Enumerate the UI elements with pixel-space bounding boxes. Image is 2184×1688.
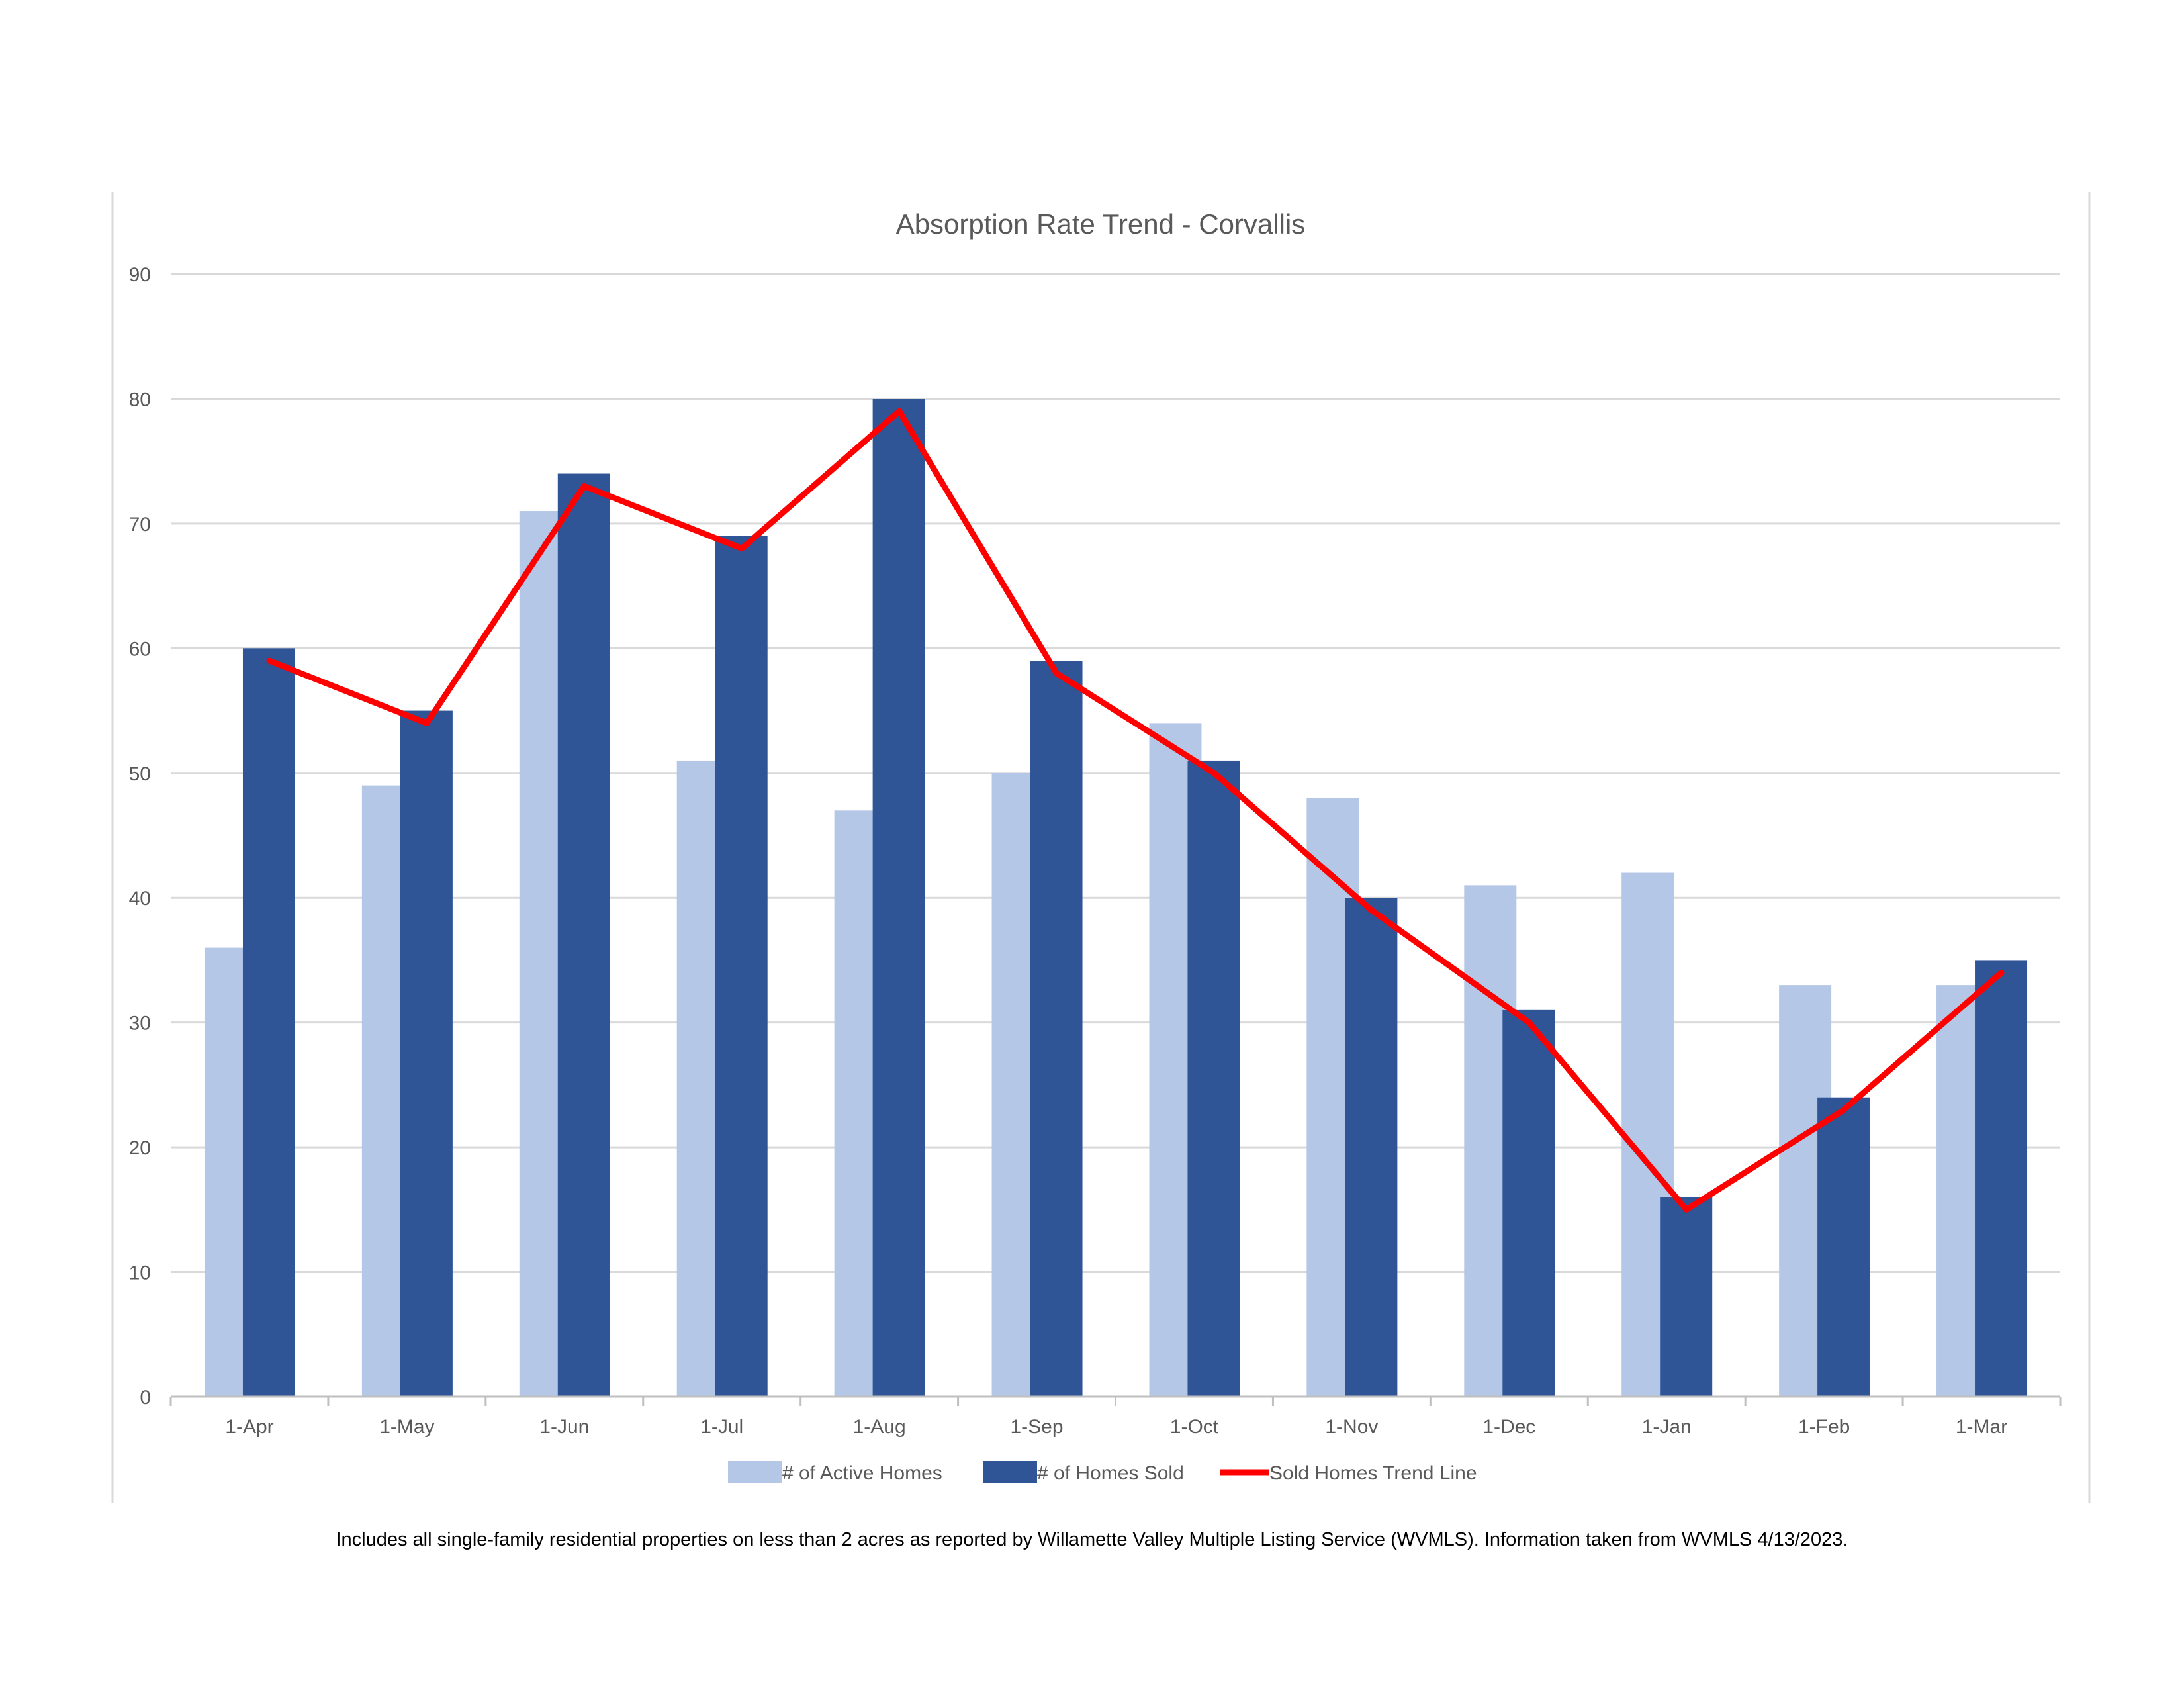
legend-label: # of Homes Sold bbox=[1037, 1462, 1184, 1484]
x-axis-ticks: 1-Apr 1-May 1-Jun 1-Jul 1-Aug 1-Sep 1-Oct 1-Nov… bbox=[225, 1416, 2007, 1438]
bar-homes-sold bbox=[1030, 661, 1083, 1397]
trend-line-layer bbox=[266, 408, 2005, 1213]
gridlines bbox=[171, 273, 2060, 1274]
x-tick-label: 1-Jul bbox=[700, 1416, 743, 1438]
bar-homes-sold bbox=[872, 399, 925, 1397]
legend-item: Sold Homes Trend Line bbox=[1220, 1462, 1477, 1484]
y-tick-label: 70 bbox=[129, 514, 151, 536]
y-tick-label: 20 bbox=[129, 1137, 151, 1159]
x-tick-label: 1-Dec bbox=[1482, 1416, 1535, 1438]
bar-homes-sold bbox=[1660, 1197, 1713, 1397]
x-tick-label: 1-Nov bbox=[1325, 1416, 1378, 1438]
bar-homes-sold bbox=[1345, 898, 1398, 1397]
y-tick-label: 50 bbox=[129, 763, 151, 785]
legend-swatch bbox=[728, 1461, 782, 1483]
y-tick-label: 10 bbox=[129, 1262, 151, 1284]
legend: # of Active Homes # of Homes Sold Sold Hom… bbox=[728, 1461, 1477, 1484]
bar-homes-sold bbox=[1975, 960, 2028, 1397]
bar-homes-sold bbox=[1817, 1097, 1870, 1397]
y-tick-label: 80 bbox=[129, 389, 151, 410]
x-tick-label: 1-Apr bbox=[225, 1416, 273, 1438]
y-tick-label: 90 bbox=[129, 264, 151, 286]
legend-label: Sold Homes Trend Line bbox=[1269, 1462, 1477, 1484]
legend-item: # of Active Homes bbox=[728, 1461, 942, 1484]
x-tick-label: 1-Sep bbox=[1011, 1416, 1064, 1438]
y-tick-label: 40 bbox=[129, 888, 151, 910]
x-tick-label: 1-Oct bbox=[1170, 1416, 1219, 1438]
bars bbox=[204, 399, 2028, 1397]
footnote: Includes all single-family residential p… bbox=[336, 1529, 1848, 1550]
trend-line bbox=[266, 408, 2005, 1213]
y-tick-label: 60 bbox=[129, 638, 151, 660]
chart-title: Absorption Rate Trend - Corvallis bbox=[896, 209, 1306, 240]
x-tick-label: 1-Feb bbox=[1798, 1416, 1850, 1438]
x-tick-label: 1-Jan bbox=[1642, 1416, 1692, 1438]
y-axis-ticks: 0 10 20 30 40 50 60 70 80 90 bbox=[129, 264, 151, 1409]
bar-homes-sold bbox=[715, 536, 768, 1397]
bar-homes-sold bbox=[242, 648, 295, 1397]
bar-homes-sold bbox=[1502, 1009, 1555, 1397]
x-tick-label: 1-Aug bbox=[853, 1416, 906, 1438]
y-tick-label: 0 bbox=[140, 1387, 151, 1409]
legend-item: # of Homes Sold bbox=[983, 1461, 1184, 1484]
legend-label: # of Active Homes bbox=[782, 1462, 942, 1484]
x-axis bbox=[169, 1395, 2062, 1406]
bar-homes-sold bbox=[1187, 760, 1240, 1397]
x-tick-label: 1-Jun bbox=[539, 1416, 589, 1438]
x-tick-label: 1-May bbox=[379, 1416, 434, 1438]
y-tick-label: 30 bbox=[129, 1013, 151, 1035]
legend-swatch bbox=[983, 1461, 1037, 1483]
x-tick-label: 1-Mar bbox=[1956, 1416, 2007, 1438]
bar-homes-sold bbox=[557, 473, 610, 1397]
bar-homes-sold bbox=[400, 710, 453, 1397]
